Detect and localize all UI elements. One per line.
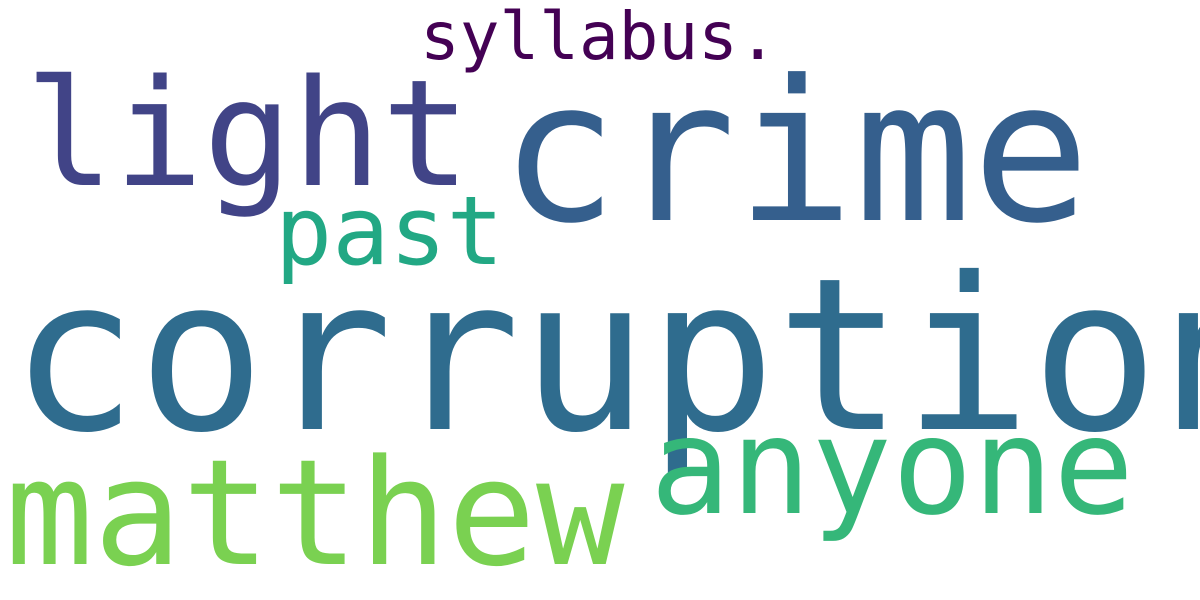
word-syllabus: syllabus.	[420, 0, 778, 75]
word-corruption: corruption	[10, 232, 1200, 479]
word-past: past	[275, 177, 504, 287]
word-light: light	[25, 48, 471, 220]
word-crime: crime	[500, 39, 1091, 267]
word-anyone: anyone	[650, 389, 1135, 545]
word-matthew: matthew	[5, 428, 625, 599]
